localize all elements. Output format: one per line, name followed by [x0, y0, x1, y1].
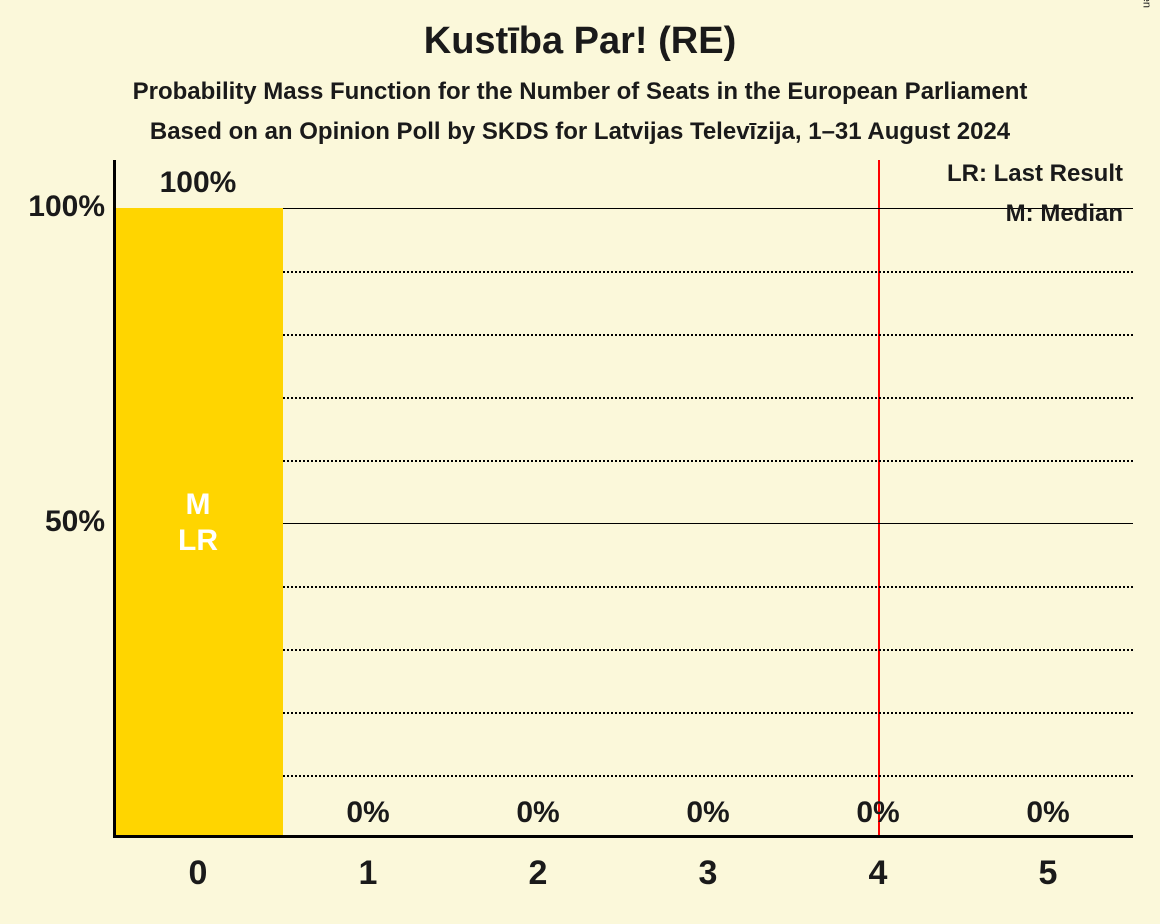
chart-subtitle-1: Probability Mass Function for the Number…	[0, 78, 1160, 106]
chart-root: © 2024 Filip van Laenen Kustība Par! (RE…	[0, 0, 1160, 924]
legend-entry: LR: Last Result	[947, 160, 1123, 188]
bar-value-label: 0%	[793, 796, 963, 830]
bar-value-label: 0%	[623, 796, 793, 830]
bar-value-label: 0%	[283, 796, 453, 830]
x-tick-label: 4	[793, 854, 963, 893]
chart-subtitle-2: Based on an Opinion Poll by SKDS for Lat…	[0, 118, 1160, 146]
x-tick-label: 5	[963, 854, 1133, 893]
x-tick-label: 0	[113, 854, 283, 893]
y-tick-label: 50%	[10, 505, 105, 539]
x-axis-line	[113, 835, 1133, 838]
bar-inner-label: MLR	[113, 487, 283, 559]
chart-title: Kustība Par! (RE)	[0, 20, 1160, 63]
x-tick-label: 1	[283, 854, 453, 893]
x-tick-label: 3	[623, 854, 793, 893]
plot-area: 100%0%0%0%0%0%MLR	[113, 208, 1133, 838]
bar-value-label: 100%	[113, 166, 283, 200]
y-tick-label: 100%	[10, 190, 105, 224]
copyright-text: © 2024 Filip van Laenen	[1140, 0, 1152, 8]
bar-value-label: 0%	[453, 796, 623, 830]
bar-value-label: 0%	[963, 796, 1133, 830]
legend-entry: M: Median	[1006, 200, 1123, 228]
x-tick-label: 2	[453, 854, 623, 893]
reference-vline	[878, 160, 880, 835]
